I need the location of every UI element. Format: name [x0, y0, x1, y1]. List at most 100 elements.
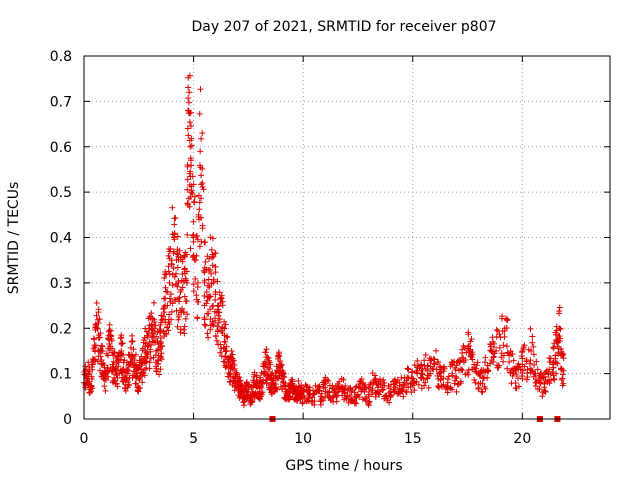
data-point [477, 380, 484, 387]
data-point [224, 334, 231, 341]
data-point [540, 374, 547, 381]
data-point [103, 370, 110, 377]
data-point [333, 398, 340, 405]
data-point [94, 325, 101, 332]
data-point [459, 350, 466, 357]
data-point [415, 381, 422, 388]
data-point [203, 288, 210, 295]
data-point [197, 164, 204, 171]
data-point [230, 357, 237, 364]
data-point [209, 303, 216, 310]
data-point [105, 373, 112, 380]
data-point [435, 359, 442, 366]
data-point [185, 95, 192, 102]
data-point [147, 355, 154, 362]
data-point [559, 350, 566, 357]
data-point [496, 331, 503, 338]
data-point [542, 377, 549, 384]
data-point [171, 215, 178, 222]
data-point [509, 351, 516, 358]
data-point [118, 347, 125, 354]
data-point [409, 368, 416, 375]
data-point [530, 343, 537, 350]
data-point [188, 135, 195, 142]
data-point [466, 342, 473, 349]
data-point [452, 373, 459, 380]
data-point [108, 332, 115, 339]
data-point [398, 374, 405, 381]
data-point [369, 391, 376, 398]
data-point [190, 231, 197, 238]
data-point [182, 275, 189, 282]
data-point [344, 393, 351, 400]
y-tick-label: 0.7 [50, 94, 72, 110]
data-point [526, 360, 533, 367]
data-point [315, 388, 322, 395]
data-point [129, 338, 136, 345]
data-point [195, 298, 202, 305]
data-point [556, 325, 563, 332]
data-point [474, 359, 481, 366]
data-point [191, 199, 198, 206]
y-tick-label: 0.4 [50, 231, 72, 247]
y-axis-label: SRMTID / TECUs [6, 182, 22, 295]
data-point [191, 193, 198, 200]
data-point [216, 316, 223, 323]
data-point [214, 278, 221, 285]
data-point [139, 379, 146, 386]
data-point [157, 366, 164, 373]
data-point [468, 353, 475, 360]
data-point [184, 176, 191, 183]
data-point [266, 365, 273, 372]
data-point [158, 342, 165, 349]
data-point [500, 342, 507, 349]
data-point [387, 381, 394, 388]
data-point [209, 262, 216, 269]
data-point [106, 321, 113, 328]
data-point [103, 377, 110, 384]
data-point [127, 360, 134, 367]
data-point [316, 383, 323, 390]
data-point [340, 386, 347, 393]
data-point [256, 385, 263, 392]
data-point [87, 382, 94, 389]
data-point [194, 279, 201, 286]
data-point [125, 381, 132, 388]
data-point [264, 354, 271, 361]
data-point [157, 334, 164, 341]
data-point [231, 387, 238, 394]
data-point [118, 341, 125, 348]
data-point [119, 340, 126, 347]
data-point [170, 248, 177, 255]
data-point [560, 367, 567, 374]
y-tick-label: 0.6 [50, 140, 72, 156]
data-point [204, 310, 211, 317]
data-point [247, 399, 254, 406]
data-point [196, 243, 203, 250]
data-point [83, 379, 90, 386]
data-point [166, 295, 173, 302]
data-point [210, 276, 217, 283]
data-point [295, 377, 302, 384]
data-point [418, 361, 425, 368]
data-point [190, 218, 197, 225]
data-point [346, 392, 353, 399]
data-point [351, 389, 358, 396]
data-point [129, 352, 136, 359]
data-point [179, 271, 186, 278]
data-point [257, 396, 264, 403]
data-point [424, 362, 431, 369]
data-point [124, 378, 131, 385]
data-point [166, 311, 173, 318]
data-point [194, 236, 201, 243]
data-point [453, 362, 460, 369]
data-point [392, 384, 399, 391]
data-point [465, 331, 472, 338]
data-point [326, 394, 333, 401]
data-point [196, 110, 203, 117]
data-point [223, 333, 230, 340]
data-point [465, 343, 472, 350]
data-point [222, 321, 229, 328]
data-point [198, 135, 205, 142]
